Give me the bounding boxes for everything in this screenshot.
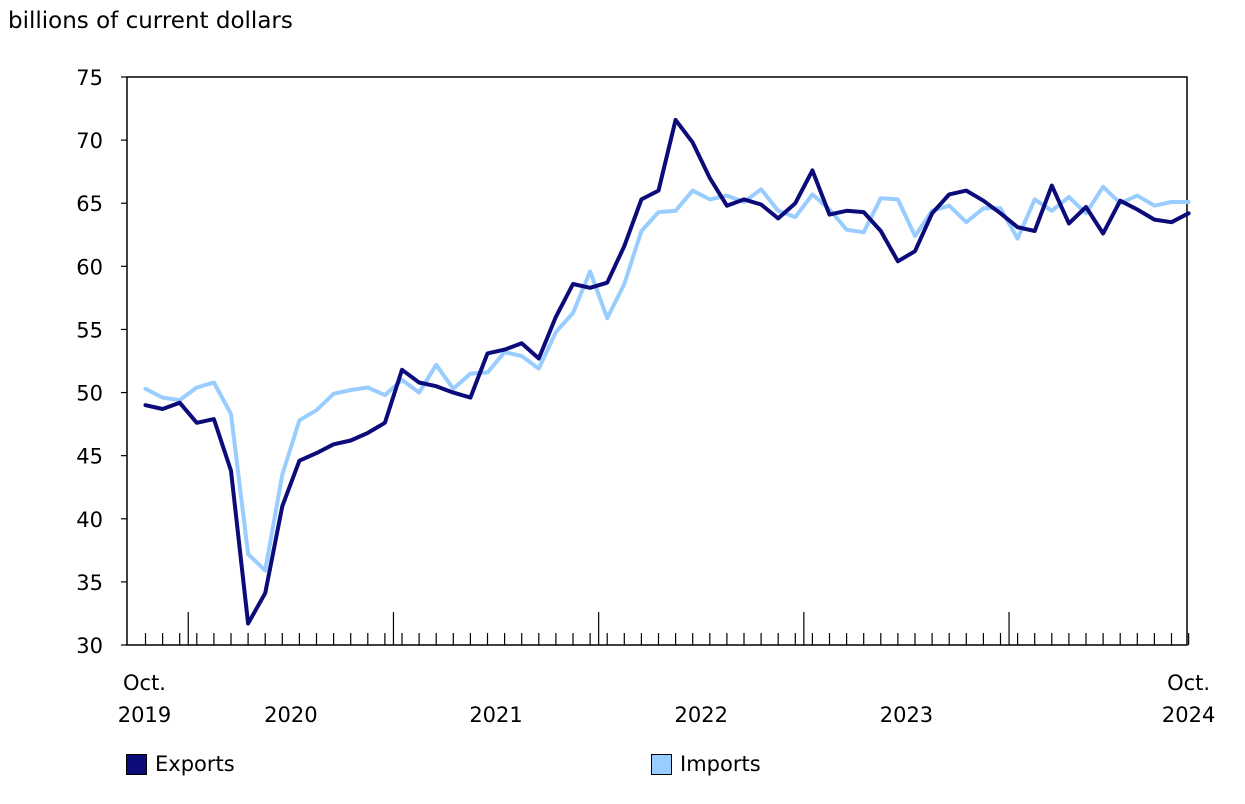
x-tick-label-month: Oct. bbox=[123, 671, 166, 695]
series-line-exports bbox=[143, 117, 1191, 626]
legend-item-imports: Imports bbox=[651, 752, 761, 776]
imports-swatch bbox=[651, 753, 672, 775]
y-axis-label: billions of current dollars bbox=[8, 8, 293, 34]
y-tick-label: 50 bbox=[76, 382, 103, 406]
legend-item-exports: Exports bbox=[126, 752, 235, 776]
series-line-imports bbox=[143, 184, 1191, 573]
legend-label-exports: Exports bbox=[155, 752, 235, 776]
x-tick-label-month: Oct. bbox=[1167, 671, 1210, 695]
y-tick-label: 60 bbox=[76, 255, 103, 279]
x-tick-label-year: 2020 bbox=[264, 703, 317, 727]
exports-swatch bbox=[126, 753, 147, 775]
y-tick-label: 55 bbox=[76, 318, 103, 342]
x-tick-label-year: 2024 bbox=[1162, 703, 1215, 727]
line-chart: 30 35 40 45 50 55 60 65 70 75 Oct. 2019 2020 2021 2022… bbox=[76, 66, 1215, 727]
x-tick-label-year: 2022 bbox=[675, 703, 728, 727]
y-tick-label: 40 bbox=[76, 508, 103, 532]
y-tick-label: 70 bbox=[76, 129, 103, 153]
y-tick-label: 65 bbox=[76, 192, 103, 216]
y-tick-label: 35 bbox=[76, 571, 103, 595]
x-tick-label-year: 2023 bbox=[880, 703, 933, 727]
y-tick-label: 30 bbox=[76, 634, 103, 658]
x-tick-label-year: 2019 bbox=[118, 703, 171, 727]
x-tick-label-year: 2021 bbox=[469, 703, 522, 727]
plot-frame bbox=[126, 76, 1188, 646]
legend-label-imports: Imports bbox=[680, 752, 761, 776]
y-tick-label: 45 bbox=[76, 445, 103, 469]
y-tick-label: 75 bbox=[76, 66, 103, 90]
